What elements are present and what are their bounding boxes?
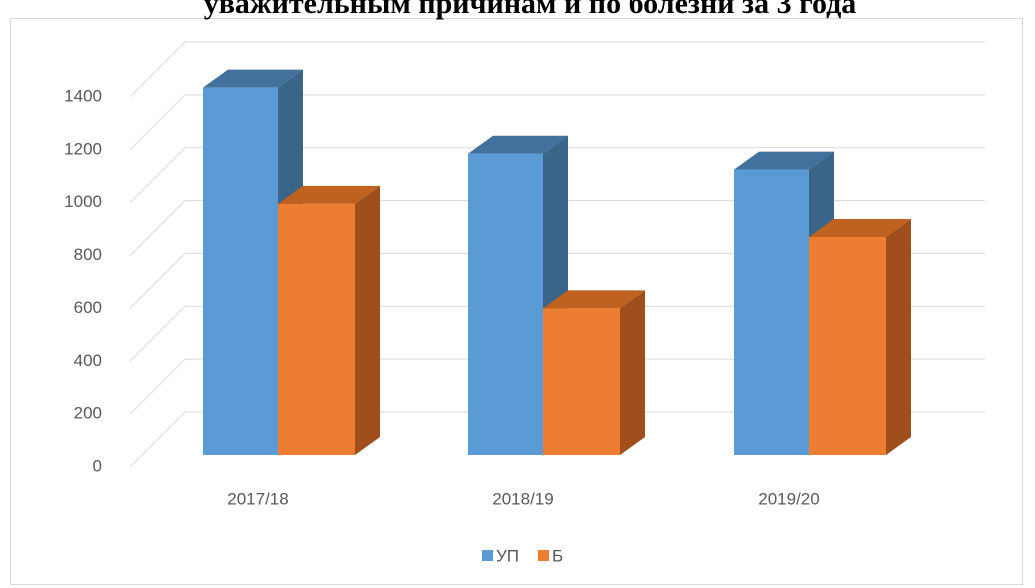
bar-top [468, 135, 568, 154]
grid-line [129, 200, 985, 256]
x-tick-label: 2019/20 [758, 489, 819, 508]
bar [203, 87, 278, 456]
bar-top [203, 69, 303, 88]
y-tick-label: 200 [74, 404, 102, 423]
grid-line [129, 94, 985, 151]
y-tick-label: 1200 [64, 139, 102, 158]
bar-top [278, 185, 380, 204]
legend-label: УП [496, 546, 519, 565]
y-tick-label: 0 [93, 456, 102, 475]
legend-swatch [538, 550, 549, 561]
grid-line [129, 147, 985, 204]
bar-top [543, 290, 645, 309]
bar-side [355, 185, 380, 455]
chart-title: уважительным причинам и по болезни за 3 … [204, 0, 857, 20]
legend-label: Б [552, 546, 563, 565]
y-tick-label: 600 [74, 298, 102, 317]
grid-line [129, 305, 985, 362]
y-tick-label: 400 [74, 351, 102, 370]
bar [468, 153, 543, 455]
bar [278, 203, 355, 455]
grid-line [129, 252, 985, 309]
bar [734, 169, 809, 456]
y-tick-label: 800 [74, 245, 102, 264]
bar-top [734, 151, 834, 170]
legend-swatch [482, 550, 493, 561]
grid-line [129, 41, 985, 98]
x-tick-label: 2018/19 [492, 489, 553, 508]
grid-line [129, 411, 985, 468]
bar [543, 308, 620, 455]
grid-line [129, 358, 985, 415]
bar [809, 236, 886, 455]
bar-top [809, 218, 911, 237]
y-tick-label: 1400 [64, 86, 102, 105]
y-tick-label: 1000 [64, 192, 102, 211]
bar-side [620, 290, 645, 455]
x-tick-label: 2017/18 [227, 489, 288, 508]
bar-side [886, 218, 911, 455]
